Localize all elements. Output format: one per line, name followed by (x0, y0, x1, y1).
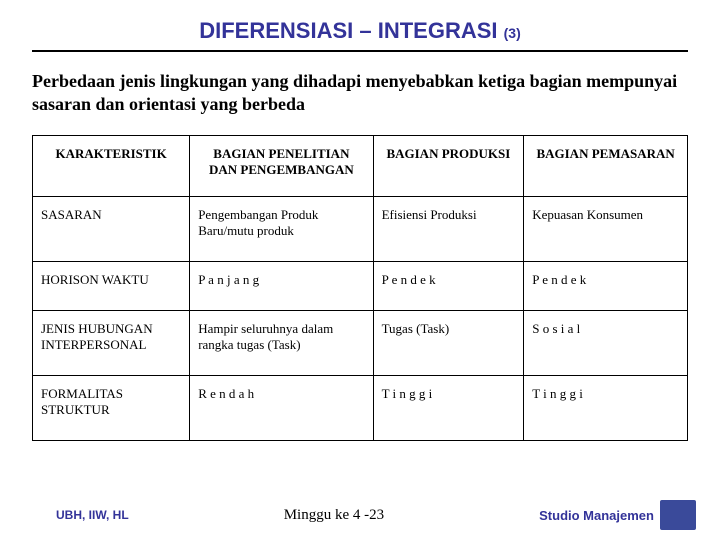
cell: Pengembangan Produk Baru/mutu produk (190, 197, 373, 262)
row-label-hubungan: JENIS HUBUNGAN INTERPERSONAL (33, 311, 190, 376)
row-label-horison: HORISON WAKTU (33, 262, 190, 311)
slide-title: DIFERENSIASI – INTEGRASI (3) (32, 18, 688, 44)
footer-right-text: Studio Manajemen (539, 508, 654, 523)
cell: Efisiensi Produksi (373, 197, 524, 262)
cell: P e n d e k (524, 262, 688, 311)
cell: Kepuasan Konsumen (524, 197, 688, 262)
slide-container: DIFERENSIASI – INTEGRASI (3) Perbedaan j… (0, 0, 720, 540)
th-pemasaran: BAGIAN PEMASARAN (524, 136, 688, 197)
title-sub: (3) (504, 25, 521, 41)
table-row: HORISON WAKTU P a n j a n g P e n d e k … (33, 262, 688, 311)
footer-right: Studio Manajemen (539, 500, 696, 530)
table-header-row: KARAKTERISTIK BAGIAN PENELITIAN DAN PENG… (33, 136, 688, 197)
title-main: DIFERENSIASI – INTEGRASI (199, 18, 497, 43)
th-produksi: BAGIAN PRODUKSI (373, 136, 524, 197)
cell: T i n g g i (373, 376, 524, 441)
th-karakteristik: KARAKTERISTIK (33, 136, 190, 197)
cell: P e n d e k (373, 262, 524, 311)
comparison-table: KARAKTERISTIK BAGIAN PENELITIAN DAN PENG… (32, 135, 688, 441)
slide-footer: UBH, IIW, HL Minggu ke 4 -23 Studio Mana… (0, 500, 720, 530)
footer-center: Minggu ke 4 -23 (284, 507, 384, 524)
table-row: JENIS HUBUNGAN INTERPERSONAL Hampir selu… (33, 311, 688, 376)
cell: S o s i a l (524, 311, 688, 376)
cell: T i n g g i (524, 376, 688, 441)
footer-left: UBH, IIW, HL (56, 508, 129, 522)
cell: Hampir seluruhnya dalam rangka tugas (Ta… (190, 311, 373, 376)
cell: P a n j a n g (190, 262, 373, 311)
row-label-formalitas: FORMALITAS STRUKTUR (33, 376, 190, 441)
th-penelitian: BAGIAN PENELITIAN DAN PENGEMBANGAN (190, 136, 373, 197)
cell: Tugas (Task) (373, 311, 524, 376)
title-divider (32, 50, 688, 52)
cell: R e n d a h (190, 376, 373, 441)
logo-icon (660, 500, 696, 530)
row-label-sasaran: SASARAN (33, 197, 190, 262)
table-row: SASARAN Pengembangan Produk Baru/mutu pr… (33, 197, 688, 262)
table-row: FORMALITAS STRUKTUR R e n d a h T i n g … (33, 376, 688, 441)
subtitle-text: Perbedaan jenis lingkungan yang dihadapi… (32, 70, 688, 115)
